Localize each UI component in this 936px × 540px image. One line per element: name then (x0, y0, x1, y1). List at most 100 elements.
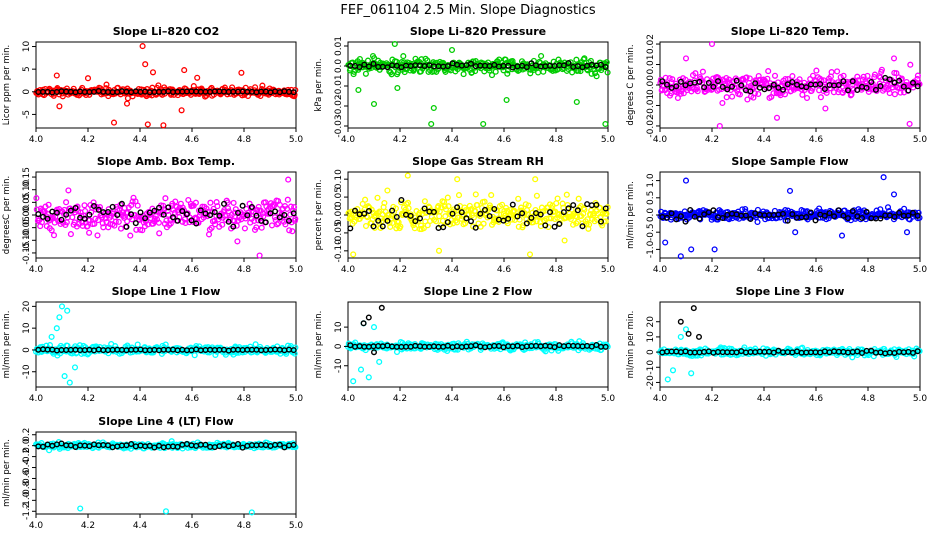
outlier-point (53, 325, 60, 332)
reference-point (281, 211, 288, 218)
reference-point (673, 83, 680, 90)
y-tick-label: 1.0 (646, 173, 656, 188)
x-tick-label: 4.0 (341, 394, 356, 404)
reference-point (384, 217, 391, 224)
reference-point (770, 81, 777, 88)
reference-point (849, 208, 856, 215)
data-points (32, 303, 299, 386)
outlier-point (181, 67, 188, 74)
data-point (364, 57, 372, 64)
data-point (86, 229, 93, 236)
x-tick-label: 4.2 (705, 265, 719, 275)
y-tick-label: 0.00 (646, 75, 656, 95)
data-point (581, 55, 588, 62)
data-point (754, 218, 761, 226)
outlier-point (139, 43, 146, 50)
data-point (163, 217, 170, 224)
y-tick-label: 0.05 (22, 192, 32, 212)
y-tick-label: -10 (22, 364, 32, 379)
outlier-point (662, 239, 669, 246)
reference-point (174, 443, 181, 450)
reference-point (160, 211, 167, 218)
data-point (540, 68, 547, 75)
data-points (657, 174, 923, 260)
outlier-point (404, 172, 411, 179)
data-point (102, 215, 109, 222)
reference-point (114, 211, 121, 218)
reference-point (905, 87, 912, 94)
data-point (235, 217, 242, 224)
reference-point (290, 89, 297, 96)
reference-point (356, 63, 363, 70)
data-point (46, 342, 54, 349)
data-point (472, 191, 479, 198)
x-tick-label: 4.8 (237, 265, 252, 275)
reference-point (234, 441, 241, 448)
x-tick-label: 4.4 (757, 265, 772, 275)
reference-point (910, 79, 917, 86)
reference-point (239, 202, 246, 209)
outlier-point (123, 100, 131, 107)
reference-point (519, 210, 526, 217)
outlier-point (716, 122, 723, 130)
x-tick-label: 4.2 (705, 135, 719, 145)
data-point (258, 224, 265, 231)
reference-point (812, 217, 819, 224)
x-tick-label: 4.4 (757, 394, 772, 404)
data-point (167, 220, 174, 227)
outlier-point (880, 174, 887, 181)
reference-point (444, 63, 451, 70)
outlier-point (890, 191, 898, 198)
data-point (290, 207, 297, 214)
panel-title: Slope Li–820 Temp. (731, 25, 850, 38)
data-point (834, 68, 841, 75)
panel-10: Slope Line 4 (LT) Flow 4.0 4.2 4.4 4.6 4.8 5.0… (2, 415, 303, 531)
panel-title: Slope Li–820 Pressure (410, 25, 546, 38)
reference-point (155, 204, 162, 211)
data-point (848, 91, 855, 98)
reference-point (225, 218, 232, 225)
y-tick-label: 0 (334, 343, 344, 349)
data-point (33, 195, 40, 202)
y-tick-label: -0.02 (646, 114, 656, 137)
reference-point (687, 206, 694, 213)
data-point (182, 219, 189, 227)
reference-point (747, 88, 754, 95)
data-point (94, 232, 101, 239)
reference-point (914, 212, 921, 219)
y-tick-label: 20 (646, 316, 656, 328)
data-point (494, 207, 501, 214)
y-tick-label: 0.0 (646, 208, 656, 223)
data-point (234, 238, 241, 245)
outlier-point (682, 326, 690, 333)
outlier-point (84, 75, 92, 82)
data-point (134, 341, 141, 348)
reference-point (789, 78, 796, 85)
reference-point (500, 217, 507, 224)
outlier-point (350, 378, 357, 385)
data-point (205, 231, 213, 238)
data-point (553, 200, 560, 207)
outlier-point (428, 120, 435, 128)
data-point (445, 203, 452, 210)
reference-point (174, 217, 181, 224)
data-point (837, 74, 844, 81)
reference-point (701, 84, 708, 91)
reference-outlier (690, 305, 697, 312)
reference-point (752, 80, 759, 87)
reference-point (72, 204, 79, 211)
reference-point (352, 207, 359, 214)
data-point (573, 56, 580, 63)
outlier-point (573, 98, 580, 106)
data-point (699, 68, 706, 75)
reference-point (197, 207, 204, 214)
outlier-point (194, 74, 201, 81)
reference-point (821, 212, 828, 219)
reference-point (859, 214, 866, 221)
outlier-point (56, 314, 63, 321)
outlier-point (838, 232, 846, 239)
reference-point (276, 441, 283, 448)
reference-point (560, 62, 567, 69)
outlier-point (503, 96, 510, 104)
plot-frame (35, 301, 297, 388)
